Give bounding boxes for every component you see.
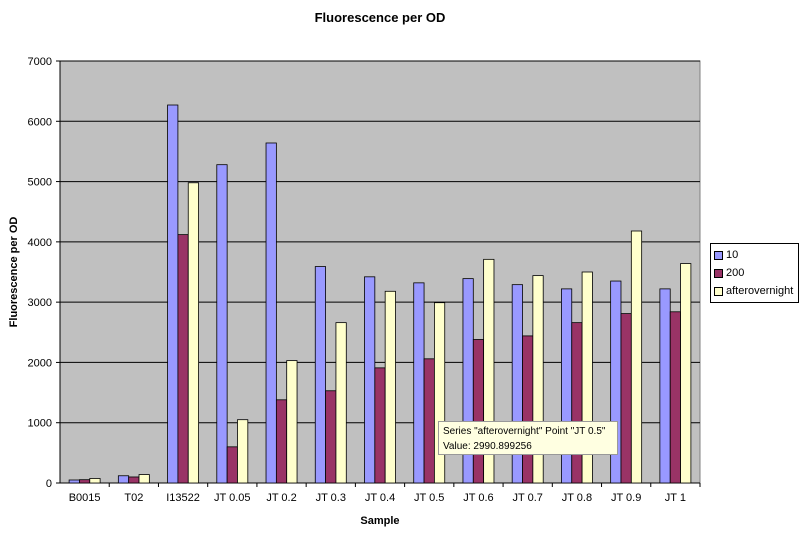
x-tick-label: JT 0.9 <box>611 492 641 504</box>
bar-200-JT0.8 <box>571 322 583 484</box>
bar-afterovernight-JT0.2 <box>286 360 298 484</box>
bar-200-JT0.7 <box>522 335 534 484</box>
x-tick-label: I13522 <box>166 492 200 504</box>
legend-label: 200 <box>726 267 745 279</box>
y-tick-label: 7000 <box>28 56 52 68</box>
bar-10-I13522 <box>167 104 179 484</box>
tooltip-series-line: Series "afterovernight" Point "JT 0.5" <box>443 426 606 437</box>
bar-afterovernight-JT1 <box>680 263 692 484</box>
y-tick-label: 2000 <box>28 357 52 369</box>
bar-10-JT1 <box>659 288 671 484</box>
bar-200-JT0.9 <box>620 313 632 484</box>
bar-afterovernight-B0015 <box>89 478 101 484</box>
x-tick-label: JT 0.5 <box>414 492 444 504</box>
x-axis-label: Sample <box>360 515 399 527</box>
bar-afterovernight-JT0.9 <box>630 230 643 484</box>
y-tick-label: 3000 <box>28 297 52 309</box>
bar-afterovernight-JT0.5 <box>433 302 446 484</box>
x-tick-label: JT 0.7 <box>513 492 543 504</box>
y-tick-label: 6000 <box>28 116 52 128</box>
bar-200-JT0.4 <box>374 367 386 484</box>
x-tick-label: JT 0.4 <box>365 492 395 504</box>
bar-200-JT1 <box>669 311 681 484</box>
bar-200-JT0.2 <box>275 399 288 484</box>
legend-label: 10 <box>726 249 739 261</box>
legend: 10 200 afterovernight <box>710 243 799 303</box>
y-tick-label: 4000 <box>28 237 52 249</box>
bar-10-JT0.05 <box>216 164 228 484</box>
x-tick-label: JT 0.3 <box>316 492 346 504</box>
chart-title: Fluorescence per OD <box>315 10 446 25</box>
y-tick-label: 1000 <box>28 418 52 430</box>
bar-10-B0015 <box>68 479 80 484</box>
tooltip-value-line: Value: 2990.899256 <box>443 441 532 452</box>
bar-200-JT0.6 <box>472 339 485 484</box>
legend-item-10: 10 <box>714 246 798 264</box>
bar-200-I13522 <box>177 234 189 484</box>
bar-200-JT0.05 <box>226 446 238 484</box>
bar-afterovernight-JT0.6 <box>483 258 495 484</box>
bar-10-JT0.5 <box>413 282 425 484</box>
bar-200-JT0.5 <box>423 358 435 484</box>
x-tick-label: T02 <box>124 492 143 504</box>
bar-afterovernight-I13522 <box>187 182 199 484</box>
bar-200-B0015 <box>79 479 91 484</box>
x-tick-label: JT 0.8 <box>562 492 592 504</box>
legend-label: afterovernight <box>726 285 794 297</box>
y-tick-label: 0 <box>46 478 52 490</box>
legend-item-200: 200 <box>714 264 798 282</box>
bar-10-JT0.3 <box>314 266 326 484</box>
y-axis-label: Fluorescence per OD <box>8 217 20 328</box>
bar-afterovernight-JT0.3 <box>335 322 347 484</box>
y-tick-label: 5000 <box>28 177 52 189</box>
legend-item-afterovernight: afterovernight <box>714 282 798 300</box>
x-tick-label: JT 0.2 <box>266 492 296 504</box>
bar-afterovernight-JT0.05 <box>237 419 249 484</box>
legend-swatch <box>714 250 723 260</box>
x-tick-label: JT 0.05 <box>214 492 251 504</box>
bar-200-JT0.3 <box>325 390 337 484</box>
bar-10-JT0.2 <box>265 142 277 484</box>
data-point-tooltip: Series "afterovernight" Point "JT 0.5" V… <box>438 421 618 455</box>
bar-10-T02 <box>117 475 130 484</box>
bar-afterovernight-JT0.8 <box>581 271 593 484</box>
bar-200-T02 <box>128 476 140 484</box>
legend-swatch <box>714 286 723 296</box>
x-tick-label: B0015 <box>69 492 101 504</box>
x-tick-label: JT 0.6 <box>463 492 493 504</box>
bar-afterovernight-T02 <box>138 474 150 484</box>
bar-10-JT0.4 <box>364 276 376 484</box>
bar-afterovernight-JT0.4 <box>384 290 396 484</box>
bar-afterovernight-JT0.7 <box>532 275 544 484</box>
legend-swatch <box>714 268 723 278</box>
x-tick-label: JT 1 <box>665 492 686 504</box>
